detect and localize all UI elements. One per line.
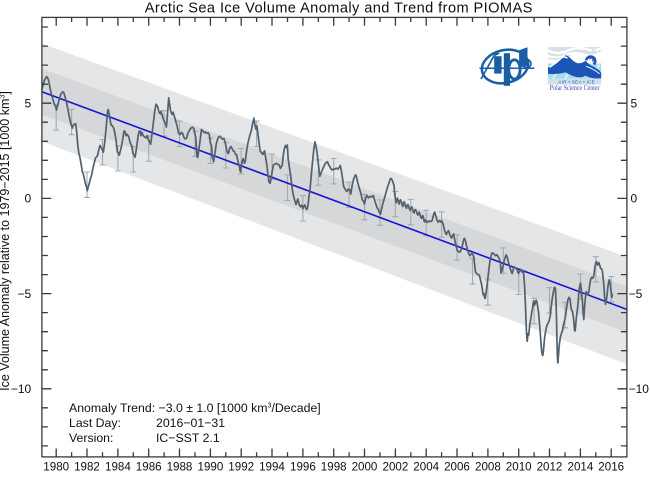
svg-text:1994: 1994 [259,460,285,472]
svg-text:2016−01−31: 2016−01−31 [156,416,225,430]
svg-text:Polar Science Center: Polar Science Center [550,84,600,92]
svg-text:AIR • SEA • ICE: AIR • SEA • ICE [558,80,594,85]
svg-text:IC−SST 2.1: IC−SST 2.1 [156,431,220,445]
svg-text:1982: 1982 [74,460,100,472]
svg-text:2004: 2004 [413,460,439,472]
svg-text:2016: 2016 [598,460,624,472]
svg-text:0: 0 [25,192,32,206]
svg-text:2006: 2006 [444,460,470,472]
svg-text:2002: 2002 [383,460,409,472]
svg-text:1986: 1986 [136,460,162,472]
svg-text:Version:: Version: [69,431,113,445]
svg-text:Last Day:: Last Day: [69,416,121,430]
svg-text:2008: 2008 [475,460,501,472]
svg-text:0: 0 [631,192,638,206]
svg-text:2012: 2012 [537,460,563,472]
svg-text:1998: 1998 [321,460,347,472]
svg-text:1980: 1980 [43,460,69,472]
svg-text:1984: 1984 [105,460,131,472]
svg-text:1990: 1990 [198,460,224,472]
svg-text:−5: −5 [629,287,643,301]
svg-text:1988: 1988 [167,460,193,472]
svg-text:5: 5 [25,97,32,111]
svg-text:2014: 2014 [568,460,594,472]
svg-text:2000: 2000 [352,460,378,472]
svg-text:2010: 2010 [506,460,532,472]
svg-text:−5: −5 [18,287,32,301]
svg-text:−10: −10 [11,382,32,396]
svg-text:Ice Volume Anomaly relative to: Ice Volume Anomaly relative to 1979−2015… [0,91,12,391]
svg-text:Arctic Sea Ice Volume Anomaly: Arctic Sea Ice Volume Anomaly and Trend … [145,0,533,16]
svg-text:5: 5 [631,97,638,111]
svg-text:1996: 1996 [290,460,316,472]
svg-text:−10: −10 [629,382,650,396]
svg-text:1992: 1992 [228,460,254,472]
svg-text:Anomaly Trend: −3.0 ± 1.0 [100: Anomaly Trend: −3.0 ± 1.0 [1000 km3/Deca… [69,400,321,415]
